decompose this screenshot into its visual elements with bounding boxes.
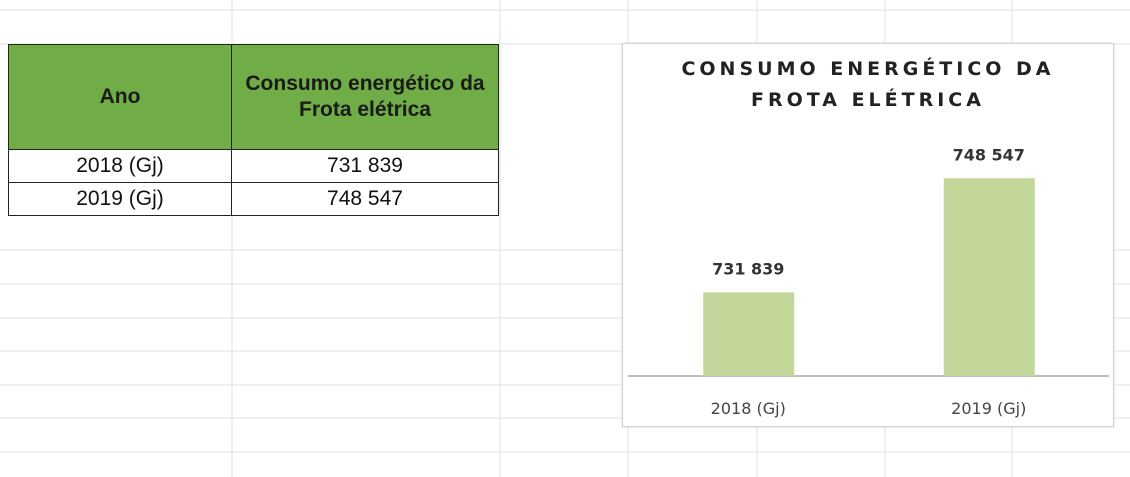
- value-label: 731 839: [712, 259, 784, 278]
- cell[interactable]: 731 839: [231, 149, 499, 183]
- chart-plot: 2018 (Gj) 731 839 2019 (Gj) 748 547: [628, 145, 1109, 418]
- cell[interactable]: 2019 (Gj): [8, 182, 232, 216]
- chart-title: CONSUMO ENERGÉTICO DA FROTA ELÉTRICA: [681, 58, 1055, 111]
- data-table: Ano Consumo energético da Frota elétrica…: [8, 44, 499, 216]
- header-cell[interactable]: Ano: [8, 44, 232, 150]
- bar: [943, 178, 1035, 376]
- x-tick-label: 2019 (Gj): [951, 399, 1026, 418]
- value-label: 748 547: [953, 145, 1025, 164]
- chart[interactable]: CONSUMO ENERGÉTICO DA FROTA ELÉTRICA 201…: [622, 43, 1114, 427]
- x-tick-label: 2018 (Gj): [711, 399, 786, 418]
- cell[interactable]: 2018 (Gj): [8, 149, 232, 183]
- cell[interactable]: 748 547: [231, 182, 499, 216]
- header-cell[interactable]: Consumo energético da Frota elétrica: [231, 44, 499, 150]
- bar: [703, 292, 795, 376]
